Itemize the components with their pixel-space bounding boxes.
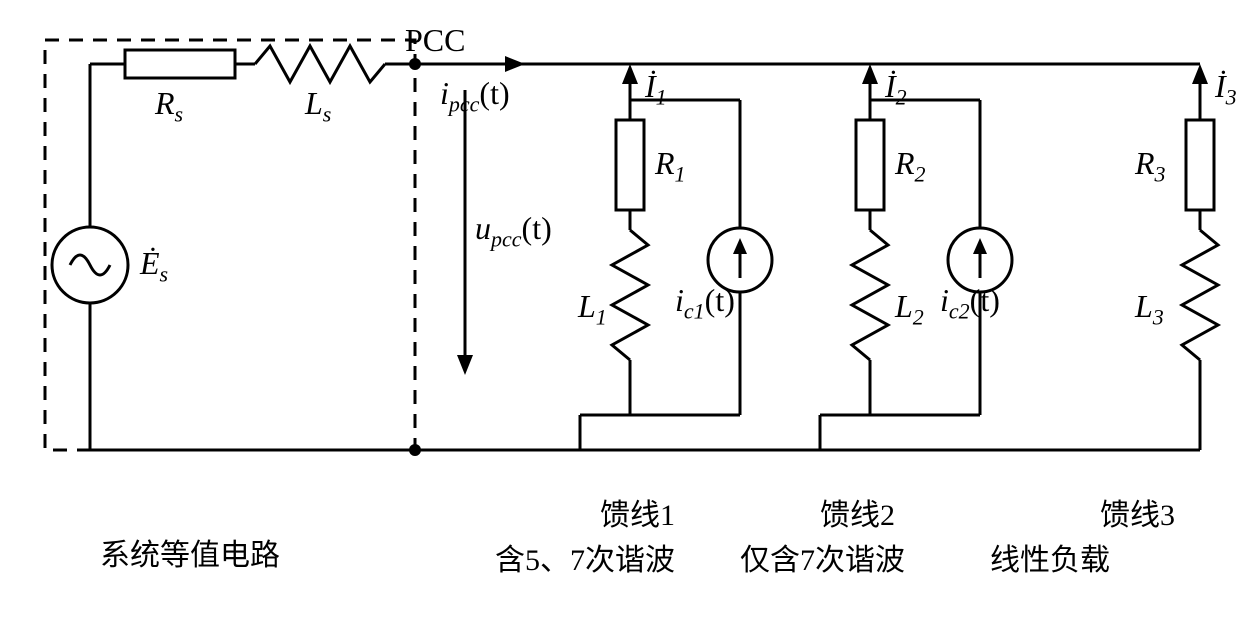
harm2-label: 仅含7次谐波 bbox=[740, 535, 905, 579]
i3-label: İ3 bbox=[1215, 68, 1237, 110]
ic1-inner-arrow bbox=[733, 238, 747, 254]
i2-label: İ2 bbox=[885, 68, 907, 110]
es-label: Ės bbox=[140, 245, 168, 287]
i3-arrow bbox=[1192, 64, 1208, 84]
source-box bbox=[45, 40, 415, 450]
l2-label: L2 bbox=[895, 288, 924, 330]
harm3-label: 线性负载 bbox=[990, 535, 1110, 579]
resistor-r2 bbox=[856, 120, 884, 210]
upcc-arrow bbox=[457, 355, 473, 375]
ic2-inner-arrow bbox=[973, 238, 987, 254]
feeder1-label: 馈线1 bbox=[600, 490, 675, 534]
i1-arrow bbox=[622, 64, 638, 84]
resistor-r3 bbox=[1186, 120, 1214, 210]
circuit-diagram: PCC Ės Rs Ls ipcc(t) upcc(t) İ1 İ2 İ3 R1… bbox=[20, 20, 1239, 617]
ipcc-label: ipcc(t) bbox=[440, 75, 510, 117]
ls-label: Ls bbox=[305, 85, 331, 127]
inductor-l3 bbox=[1182, 230, 1218, 360]
i1-label: İ1 bbox=[645, 68, 667, 110]
rs-label: Rs bbox=[155, 85, 183, 127]
sine-icon bbox=[70, 255, 110, 275]
ic2-label: ic2(t) bbox=[940, 282, 1000, 324]
l1-label: L1 bbox=[578, 288, 607, 330]
i2-arrow bbox=[862, 64, 878, 84]
bottom-node bbox=[409, 444, 421, 456]
feeder3-label: 馈线3 bbox=[1100, 490, 1175, 534]
r2-label: R2 bbox=[895, 145, 926, 187]
ipcc-arrow bbox=[505, 56, 525, 72]
r3-label: R3 bbox=[1135, 145, 1166, 187]
resistor-rs bbox=[125, 50, 235, 78]
harm1-label: 含5、7次谐波 bbox=[495, 535, 675, 579]
l3-label: L3 bbox=[1135, 288, 1164, 330]
system-equiv-label: 系统等值电路 bbox=[100, 530, 280, 574]
feeder2-label: 馈线2 bbox=[820, 490, 895, 534]
pcc-label: PCC bbox=[405, 22, 465, 59]
upcc-label: upcc(t) bbox=[475, 210, 552, 252]
inductor-ls bbox=[255, 46, 385, 82]
inductor-l1 bbox=[612, 230, 648, 360]
resistor-r1 bbox=[616, 120, 644, 210]
inductor-l2 bbox=[852, 230, 888, 360]
ic1-label: ic1(t) bbox=[675, 282, 735, 324]
r1-label: R1 bbox=[655, 145, 686, 187]
